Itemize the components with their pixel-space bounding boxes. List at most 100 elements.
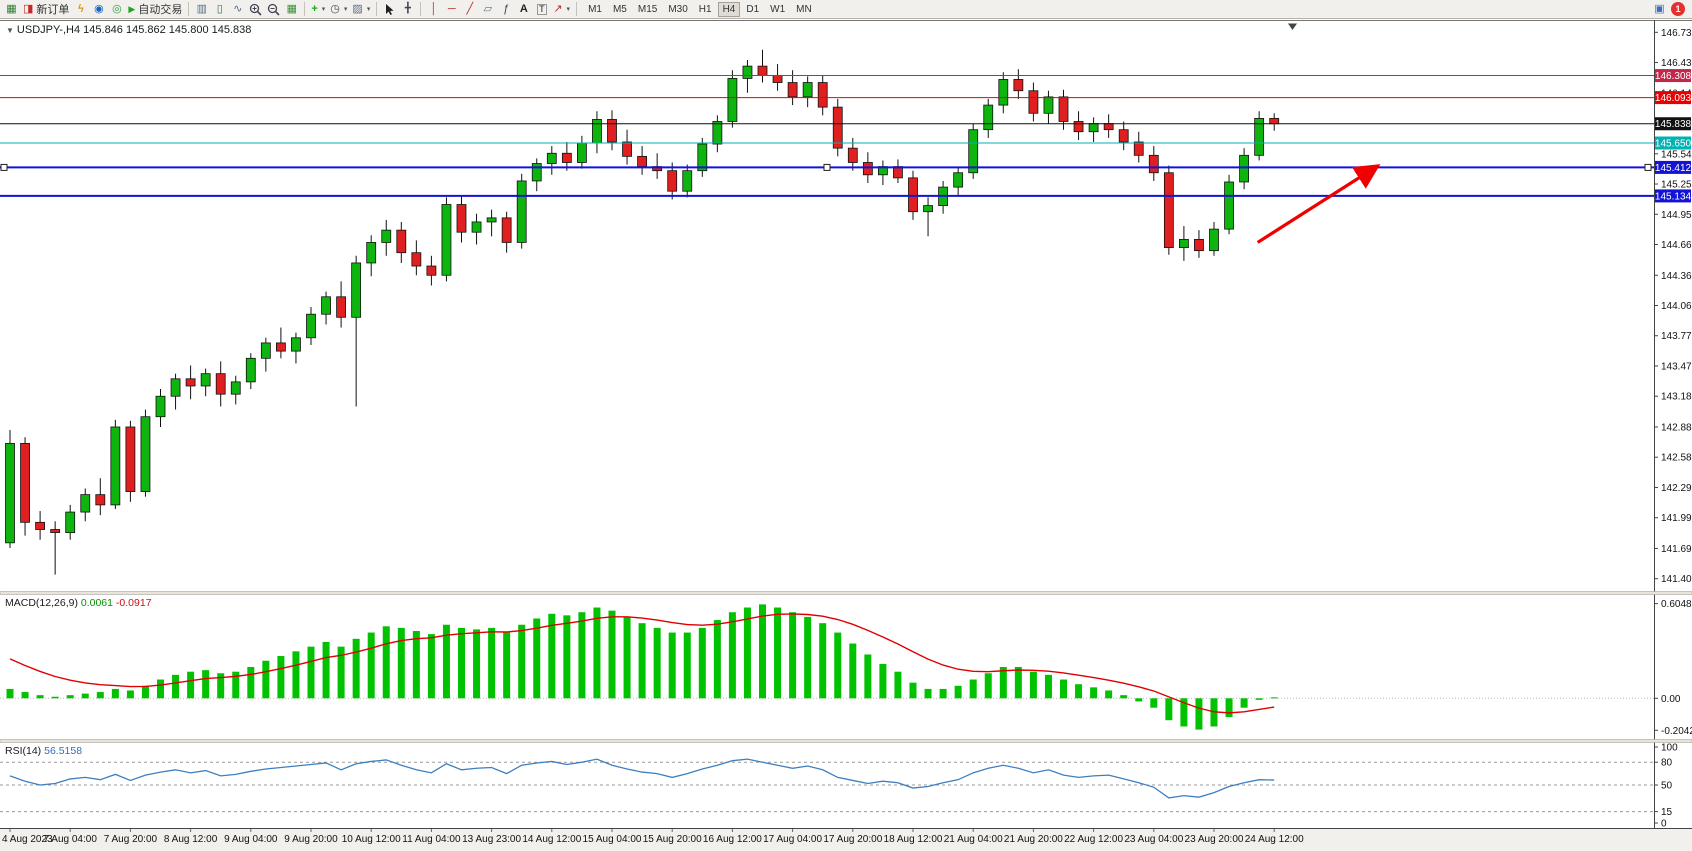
time-tick-label: 10 Aug 12:00	[342, 834, 401, 845]
candle	[878, 160, 888, 186]
tile-windows-button[interactable]: ▦	[283, 1, 300, 18]
candle	[471, 213, 482, 245]
timeframe-button-d1[interactable]: D1	[741, 2, 764, 17]
candle	[245, 353, 256, 390]
candle	[622, 129, 632, 165]
cursor-button[interactable]	[381, 1, 398, 18]
candle	[607, 110, 617, 151]
channel-icon: ▱	[483, 2, 493, 15]
candle	[110, 419, 121, 509]
time-tick-label: 23 Aug 04:00	[1124, 834, 1183, 845]
candle	[501, 211, 512, 253]
macd-bar	[141, 685, 149, 699]
candles-chart-button[interactable]: ▯	[211, 1, 228, 18]
chart-ohlc-header: ▼ USDJPY-,H4 145.846 145.862 145.800 145.…	[6, 24, 251, 36]
toolbar-separator	[420, 2, 422, 16]
time-tick-label: 8 Aug 12:00	[164, 834, 218, 845]
one-click-panel-toggle-icon[interactable]: ▼	[6, 26, 14, 35]
toolbar-separator	[576, 2, 578, 16]
timeframe-button-m30[interactable]: M30	[663, 2, 692, 17]
line-handle[interactable]	[0, 163, 8, 171]
price-tick-label: 144.660	[1661, 240, 1692, 251]
macd-bar	[262, 660, 270, 699]
candle	[486, 209, 497, 237]
metaquotes-icon: ▣	[1654, 2, 1665, 15]
shapes-tool-button[interactable]: ↗ ▾	[551, 1, 572, 18]
candle	[336, 281, 347, 328]
macd-bar	[924, 688, 932, 699]
trendline-tool-button[interactable]: ╱	[461, 1, 478, 18]
new-order-button[interactable]: ◨ 新订单	[21, 1, 71, 18]
macd-bar	[668, 632, 676, 699]
macd-bar	[367, 632, 375, 699]
bars-chart-button[interactable]: ▥	[193, 1, 210, 18]
rsi-tick-label: 100	[1661, 743, 1678, 754]
timeframe-button-m15[interactable]: M15	[633, 2, 662, 17]
trend-arrow-annotation[interactable]	[1256, 164, 1381, 244]
crosshair-button[interactable]: ╋	[399, 1, 416, 18]
price-tick-label: 145.250	[1661, 180, 1692, 191]
line-chart-button[interactable]: ∿	[229, 1, 246, 18]
candle	[1224, 174, 1234, 235]
vertical-line-tool-button[interactable]: │	[425, 1, 442, 18]
chart-shift-marker[interactable]	[1288, 23, 1297, 31]
candle	[1088, 117, 1099, 142]
macd-bar	[548, 613, 556, 699]
toolbar-separator	[188, 2, 190, 16]
line-handle[interactable]	[1644, 163, 1652, 171]
clock-icon: ◷	[330, 2, 340, 15]
metaquotes-button[interactable]: ▣	[1651, 1, 1668, 18]
support-button[interactable]: ◉	[90, 1, 107, 18]
price-tick-label: 146.730	[1661, 28, 1692, 39]
candle	[637, 146, 647, 175]
macd-bar	[789, 612, 797, 699]
candle	[727, 70, 738, 128]
bolt-icon: ϟ	[77, 2, 84, 15]
candle	[682, 164, 693, 198]
new-chart-icon: ▦	[6, 2, 17, 15]
candle	[351, 255, 362, 407]
line-handle[interactable]	[823, 163, 831, 171]
label-tool-button[interactable]: T	[533, 1, 550, 18]
channel-tool-button[interactable]: ▱	[479, 1, 496, 18]
price-tick-label: 143.475	[1661, 361, 1692, 372]
svg-text:146.093: 146.093	[1655, 93, 1692, 104]
notification-badge[interactable]: 1	[1671, 2, 1685, 16]
time-tick-label: 17 Aug 04:00	[763, 834, 822, 845]
price-badge: 145.650	[1655, 136, 1692, 150]
timeframe-button-h4[interactable]: H4	[717, 1, 741, 17]
candle	[366, 235, 377, 277]
templates-button[interactable]: ▨ ▾	[350, 1, 372, 18]
timeframe-button-mn[interactable]: MN	[791, 2, 817, 17]
indicators-button[interactable]: + ▾	[309, 1, 327, 18]
periods-button[interactable]: ◷ ▾	[328, 1, 349, 18]
time-tick-label: 9 Aug 04:00	[224, 834, 278, 845]
autotrade-play-icon: ▶	[128, 3, 136, 14]
new-chart-button[interactable]: ▦	[3, 1, 20, 18]
text-tool-button[interactable]: A	[515, 1, 532, 18]
candle	[306, 307, 316, 345]
timeframe-button-m5[interactable]: M5	[608, 2, 632, 17]
macd-bar	[623, 616, 631, 699]
price-tick-label: 141.995	[1661, 513, 1692, 524]
text-tool-icon: A	[519, 2, 528, 15]
timeframe-button-h1[interactable]: H1	[694, 2, 717, 17]
timeframe-button-w1[interactable]: W1	[765, 2, 790, 17]
community-button[interactable]: ◎	[108, 1, 125, 18]
autotrade-button[interactable]: ▶ 自动交易	[126, 1, 184, 18]
macd-bar	[1150, 698, 1158, 708]
horizontal-line-tool-button[interactable]: ─	[443, 1, 460, 18]
macd-bar	[412, 631, 420, 699]
svg-text:146.308: 146.308	[1655, 71, 1692, 82]
autotrade-label: 自动交易	[138, 4, 183, 16]
bolt-button[interactable]: ϟ	[72, 1, 89, 18]
candle	[772, 64, 783, 91]
fibonacci-tool-button[interactable]: ƒ	[497, 1, 514, 18]
zoom-in-button[interactable]	[247, 1, 264, 18]
pane-splitter[interactable]	[0, 591, 1692, 595]
zoom-out-button[interactable]	[265, 1, 282, 18]
timeframe-button-m1[interactable]: M1	[583, 2, 607, 17]
candle	[1254, 111, 1265, 161]
pane-splitter[interactable]	[0, 739, 1692, 743]
